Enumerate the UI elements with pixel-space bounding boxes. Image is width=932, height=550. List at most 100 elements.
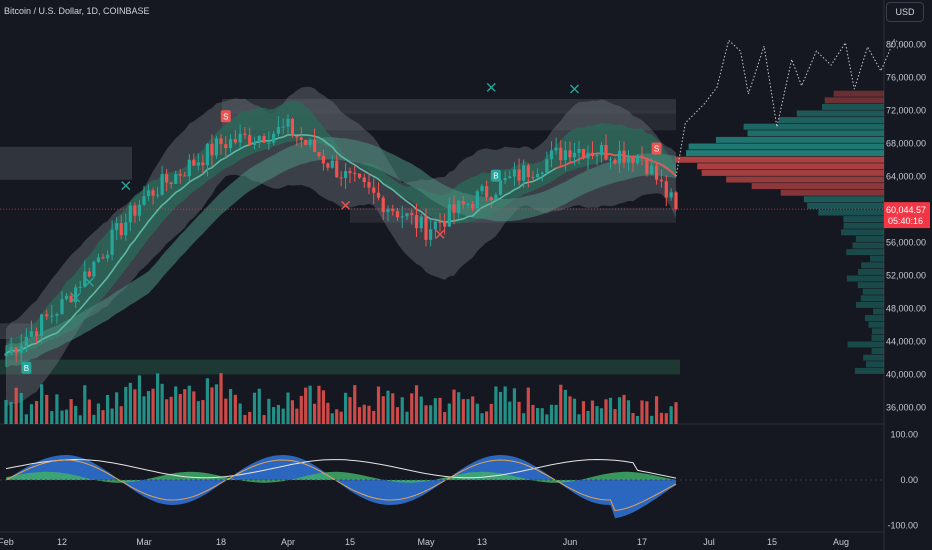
y-tick-label: 68,000.00 bbox=[886, 139, 926, 149]
volume-bar bbox=[613, 409, 617, 424]
volume-profile-bar bbox=[854, 367, 884, 374]
candle-body bbox=[281, 126, 285, 128]
candle-body bbox=[19, 345, 23, 353]
volume-bar bbox=[299, 395, 303, 424]
candle-body bbox=[174, 174, 178, 184]
volume-bar bbox=[424, 405, 428, 424]
y-tick-label: 72,000.00 bbox=[886, 106, 926, 116]
volume-bar bbox=[617, 397, 622, 424]
volume-profile-bar bbox=[780, 189, 884, 196]
volume-bar bbox=[196, 401, 200, 424]
volume-bar bbox=[304, 387, 308, 424]
volume-bar bbox=[272, 407, 276, 424]
candle-body bbox=[554, 147, 558, 151]
candle-body bbox=[308, 139, 312, 145]
candle-body bbox=[429, 229, 433, 240]
candle-body bbox=[485, 186, 489, 198]
volume-bar bbox=[590, 400, 595, 424]
candle-body bbox=[238, 133, 242, 143]
volume-bar bbox=[312, 403, 317, 424]
candle-body bbox=[34, 331, 39, 336]
oscillator-signal-line bbox=[5, 458, 677, 479]
y-tick-label: 48,000.00 bbox=[886, 304, 926, 314]
y-tick-label: 80,000.00 bbox=[886, 40, 926, 50]
volume-bar bbox=[343, 392, 348, 424]
candle-body bbox=[119, 223, 123, 236]
candle-body bbox=[664, 181, 668, 198]
buy-signal-label: B bbox=[493, 172, 498, 181]
volume-bar bbox=[233, 394, 237, 424]
candle-body bbox=[248, 134, 252, 145]
candle-body bbox=[335, 160, 339, 178]
cross-marker bbox=[486, 82, 496, 92]
volume-bar bbox=[267, 398, 271, 424]
currency-button[interactable]: USD bbox=[886, 2, 924, 22]
candle-body bbox=[83, 271, 87, 287]
x-tick-label: 15 bbox=[767, 537, 777, 547]
signal-markers: B B S S bbox=[21, 82, 662, 374]
candle-body bbox=[395, 211, 400, 218]
volume-bar bbox=[654, 396, 659, 424]
volume-profile-bar bbox=[852, 242, 884, 249]
x-tick-label: 15 bbox=[345, 537, 355, 547]
candle-body bbox=[14, 347, 18, 353]
candle-body bbox=[508, 176, 512, 179]
candle-body bbox=[69, 295, 73, 303]
candle-body bbox=[4, 353, 8, 356]
volume-profile-bar bbox=[751, 183, 884, 190]
volume-profile-bar bbox=[871, 348, 884, 355]
volume-bar bbox=[105, 394, 110, 424]
volume-bar bbox=[178, 393, 182, 424]
volume-bar bbox=[55, 394, 59, 424]
candle-body bbox=[362, 177, 366, 183]
candle-body bbox=[110, 229, 114, 255]
cross-marker bbox=[570, 84, 579, 94]
candle-body bbox=[105, 254, 110, 259]
x-tick-label: 12 bbox=[57, 537, 67, 547]
volume-profile-bar bbox=[865, 361, 884, 368]
volume-bar bbox=[535, 408, 540, 424]
y-tick-label: 44,000.00 bbox=[886, 337, 926, 347]
volume-profile-bar bbox=[858, 268, 884, 275]
volume-bar bbox=[563, 389, 567, 424]
volume-bar bbox=[429, 405, 433, 424]
volume-bar bbox=[155, 373, 160, 424]
volume-bar bbox=[133, 389, 137, 424]
volume-bar bbox=[257, 388, 261, 424]
volume-profile-bar bbox=[861, 262, 884, 269]
sell-signal-label: S bbox=[223, 112, 228, 121]
volume-bar bbox=[137, 375, 142, 424]
candle-body bbox=[471, 203, 475, 209]
volume-bar bbox=[650, 415, 654, 424]
volume-bar bbox=[205, 378, 210, 424]
volume-bar bbox=[438, 397, 442, 424]
cross-marker bbox=[71, 293, 81, 303]
volume-bar bbox=[586, 410, 590, 424]
volume-profile-bar bbox=[675, 156, 884, 163]
candle-body bbox=[531, 177, 535, 179]
candle-body bbox=[545, 159, 549, 173]
volume-bar bbox=[317, 385, 321, 424]
volume-bar bbox=[101, 410, 105, 424]
y-tick-label: 36,000.00 bbox=[886, 403, 926, 413]
volume-profile-bar bbox=[747, 130, 884, 137]
candle-body bbox=[330, 160, 334, 168]
y-tick-label: 64,000.00 bbox=[886, 172, 926, 182]
volume-bar bbox=[664, 413, 668, 424]
candle-body bbox=[367, 182, 371, 188]
candle-body bbox=[64, 295, 69, 300]
volume-profile-bar bbox=[871, 334, 884, 341]
volume-profile-bar bbox=[857, 282, 884, 289]
candle-body bbox=[391, 208, 395, 212]
candle-body bbox=[74, 287, 78, 303]
candle-body bbox=[535, 173, 540, 178]
volume-bar bbox=[659, 412, 664, 424]
volume-bar bbox=[498, 391, 503, 424]
symbol-title: Bitcoin / U.S. Dollar, 1D, COINBASE bbox=[4, 6, 150, 16]
volume-profile-bar bbox=[821, 103, 884, 110]
volume-bar bbox=[353, 385, 357, 424]
candle-body bbox=[480, 186, 484, 192]
sell-signal-label: S bbox=[654, 144, 659, 153]
